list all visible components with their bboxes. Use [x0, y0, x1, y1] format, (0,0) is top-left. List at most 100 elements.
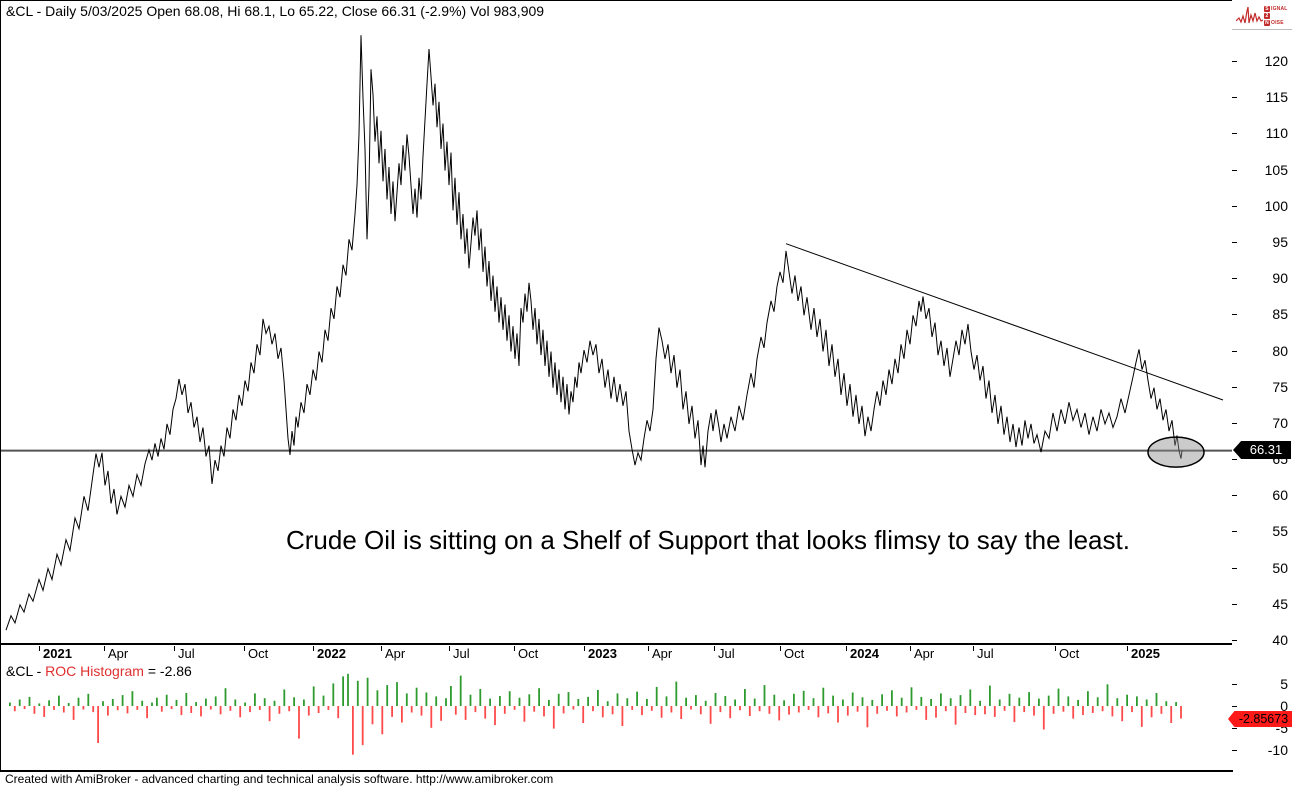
roc-bar-negative [401, 706, 403, 723]
roc-bar-positive [332, 683, 335, 706]
roc-bar-positive [131, 691, 134, 706]
roc-bar-negative [552, 706, 555, 729]
roc-bar-negative [170, 706, 173, 709]
price-chart-panel[interactable] [0, 0, 1233, 644]
signal-2-noise-logo: S IGNAL 2 N OISE [1236, 2, 1290, 29]
roc-bar-negative [915, 706, 918, 710]
x-axis-tick [514, 646, 515, 651]
price-axis-tick [1232, 568, 1237, 569]
roc-bar-positive [479, 689, 482, 706]
roc-bar-negative [1052, 706, 1055, 714]
amibroker-footer: Created with AmiBroker - advanced charti… [5, 772, 554, 786]
roc-bar-positive [366, 677, 369, 706]
roc-bar-negative [249, 706, 251, 713]
roc-bar-negative [670, 706, 673, 713]
x-axis-label: Apr [385, 646, 406, 661]
roc-bar-positive [773, 694, 776, 706]
price-axis-tick [1232, 387, 1237, 388]
waveform-icon [1236, 6, 1263, 24]
roc-bar-negative [420, 706, 423, 716]
roc-bar-positive [1018, 697, 1021, 706]
roc-bar-positive [489, 698, 491, 706]
roc-bar-negative [62, 706, 65, 713]
roc-axis-tick [1232, 728, 1237, 729]
roc-bar-negative [876, 706, 879, 714]
roc-axis-tick [1232, 684, 1237, 685]
price-axis-tick [1232, 97, 1237, 98]
roc-bar-negative [190, 706, 193, 713]
roc-bar-positive [695, 695, 697, 706]
price-axis-tick [1232, 604, 1237, 605]
roc-bar-positive [445, 698, 447, 706]
roc-bar-negative [200, 706, 202, 717]
x-axis-tick [714, 646, 715, 651]
roc-bar-negative [513, 706, 516, 710]
roc-bar-negative [209, 706, 212, 710]
x-axis-tick [584, 646, 585, 651]
price-axis-tick [1232, 206, 1237, 207]
roc-bar-negative [817, 706, 820, 718]
roc-bar-positive [499, 696, 501, 706]
roc-bar-positive [1028, 692, 1030, 706]
roc-bar-positive [425, 692, 428, 706]
roc-bar-positive [244, 702, 246, 706]
roc-bar-positive [1008, 693, 1011, 706]
roc-bar-positive [989, 685, 991, 706]
roc-bar-positive [1106, 684, 1109, 707]
roc-bar-positive [141, 700, 144, 706]
roc-bar-negative [474, 706, 477, 713]
roc-bar-negative [621, 706, 624, 726]
roc-bar-negative [1150, 706, 1153, 718]
roc-bar-positive [303, 699, 305, 706]
last-price-tag: 66.31 [1233, 441, 1291, 459]
chart-title: &CL - Daily 5/03/2025 Open 68.08, Hi 68.… [6, 3, 545, 19]
price-axis-label: 75 [1272, 379, 1288, 395]
roc-bar-positive [606, 701, 609, 706]
roc-bar-positive [577, 699, 580, 706]
roc-bar-negative [895, 706, 898, 717]
roc-bar-positive [665, 696, 668, 706]
roc-bar-positive [1126, 694, 1128, 706]
roc-bar-negative [1033, 706, 1035, 716]
roc-histogram-panel[interactable] [0, 661, 1233, 772]
roc-bar-negative [699, 706, 702, 715]
roc-bar-negative [72, 706, 75, 720]
roc-bar-negative [650, 706, 653, 711]
x-axis-tick [449, 646, 450, 651]
roc-bar-positive [151, 702, 153, 706]
roc-bar-negative [464, 706, 467, 720]
price-axis-label: 90 [1272, 270, 1288, 286]
roc-bar-negative [229, 706, 232, 711]
x-axis-label: Apr [914, 646, 935, 661]
downtrend-line[interactable] [785, 243, 1224, 401]
logo-box-2: 2 [1264, 12, 1270, 19]
roc-bar-positive [48, 700, 50, 706]
roc-bar-negative [837, 706, 839, 723]
x-axis-tick [780, 646, 781, 651]
roc-bar-positive [205, 698, 207, 706]
roc-bar-positive [1145, 699, 1148, 706]
roc-bar-negative [807, 706, 810, 710]
roc-bar-negative [440, 706, 442, 721]
roc-bar-negative [107, 706, 109, 716]
roc-bar-negative [611, 706, 614, 715]
roc-bar-positive [861, 697, 864, 706]
price-axis-label: 105 [1264, 162, 1288, 178]
price-axis-label: 50 [1272, 560, 1288, 576]
ellipse-annotation[interactable] [1147, 436, 1205, 468]
roc-bar-positive [185, 693, 188, 706]
x-axis-label: Oct [248, 646, 269, 661]
roc-bar-positive [347, 673, 349, 706]
roc-bar-positive [518, 697, 521, 706]
roc-axis-tick [1232, 750, 1237, 751]
x-axis: 2021 Apr Jul Oct 2022 Apr Jul Oct 2023 Apr Jul Oct 2… [0, 643, 1233, 663]
roc-bar-negative [278, 706, 281, 714]
roc-bar-positive [1116, 698, 1119, 706]
roc-bar-negative [758, 706, 761, 712]
roc-bar-positive [548, 699, 550, 706]
roc-bar-negative [788, 706, 790, 715]
price-axis-tick [1232, 278, 1237, 279]
roc-bar-negative [660, 706, 663, 718]
x-axis-tick [648, 646, 649, 651]
roc-bar-negative [97, 706, 99, 743]
